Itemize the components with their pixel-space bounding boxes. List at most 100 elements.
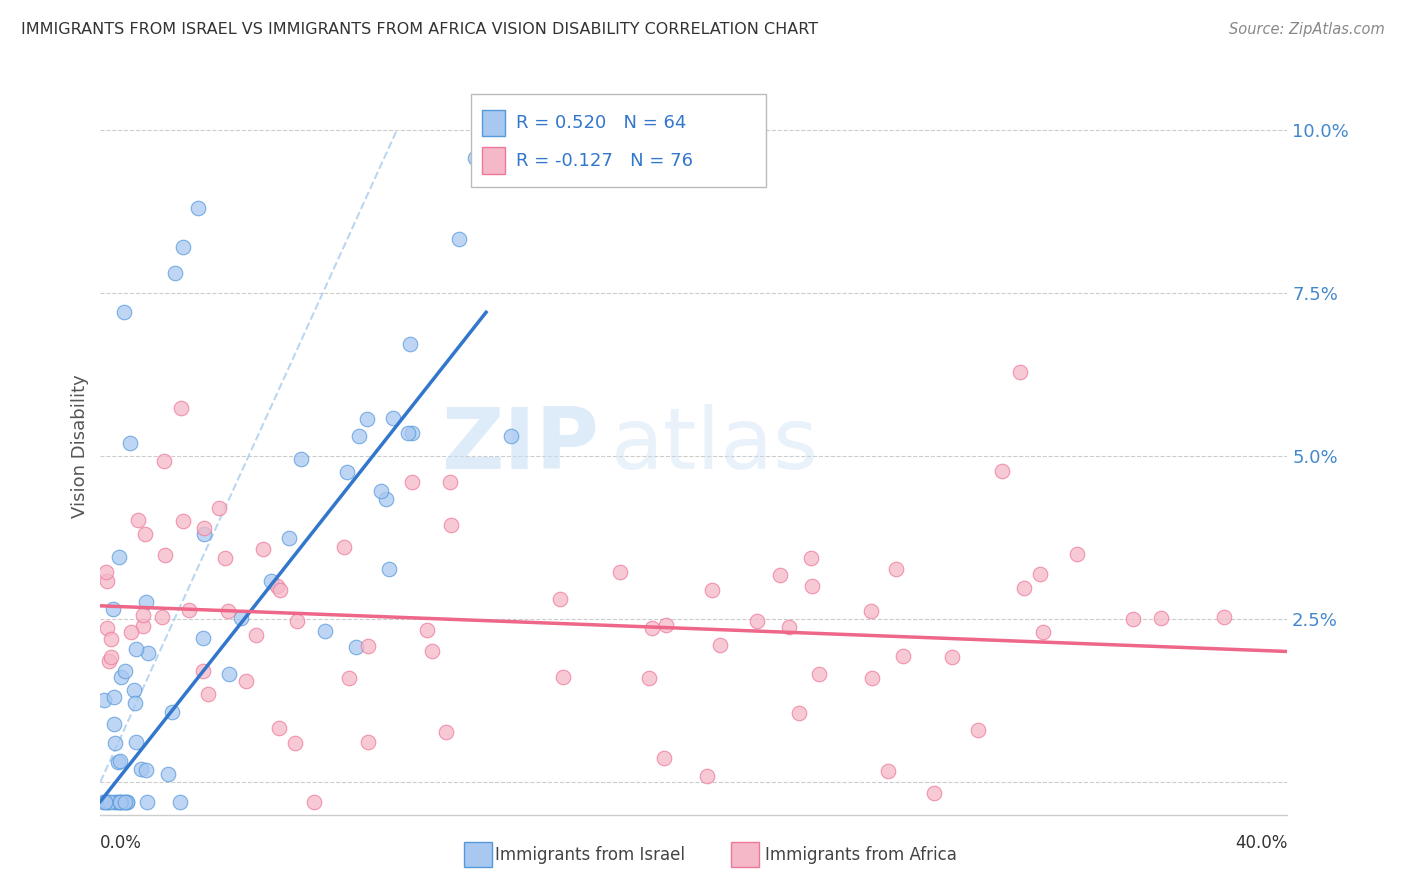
Point <box>100 649 122 664</box>
Point <box>110 795 132 809</box>
Point <box>108 549 131 564</box>
Point <box>235 674 257 689</box>
Point <box>787 706 810 720</box>
Point <box>191 632 214 646</box>
Point <box>107 755 129 769</box>
Point <box>91 795 114 809</box>
Point <box>357 639 380 653</box>
Point <box>696 769 718 783</box>
Point <box>378 562 401 576</box>
Point <box>375 492 398 507</box>
Text: IMMIGRANTS FROM ISRAEL VS IMMIGRANTS FROM AFRICA VISION DISABILITY CORRELATION C: IMMIGRANTS FROM ISRAEL VS IMMIGRANTS FRO… <box>21 22 818 37</box>
Point <box>401 425 423 440</box>
Text: atlas: atlas <box>610 404 818 488</box>
Point <box>150 610 173 624</box>
Point <box>152 454 174 468</box>
Point <box>370 483 392 498</box>
Point <box>134 527 156 541</box>
Point <box>103 716 125 731</box>
Point <box>197 687 219 701</box>
Point <box>332 540 354 554</box>
Point <box>218 667 240 681</box>
Point <box>114 795 136 809</box>
Point <box>177 603 200 617</box>
Point <box>922 786 945 800</box>
Point <box>769 568 792 582</box>
Point <box>439 475 461 489</box>
Point <box>108 795 131 809</box>
Point <box>269 583 291 598</box>
Point <box>356 411 378 425</box>
Point <box>801 579 824 593</box>
Point <box>96 574 118 588</box>
Point <box>114 664 136 678</box>
Text: Immigrants from Israel: Immigrants from Israel <box>495 846 685 863</box>
Point <box>401 475 423 489</box>
Point <box>1029 567 1052 582</box>
Text: 40.0%: 40.0% <box>1234 834 1288 852</box>
Point <box>439 518 461 533</box>
Point <box>135 595 157 609</box>
Point <box>1014 582 1036 596</box>
Point <box>638 671 661 685</box>
Text: R = -0.127   N = 76: R = -0.127 N = 76 <box>516 152 693 169</box>
Point <box>290 452 312 467</box>
Point <box>464 151 486 165</box>
Point <box>382 410 405 425</box>
Point <box>108 795 131 809</box>
Point <box>156 767 179 781</box>
Point <box>337 671 360 685</box>
Point <box>420 644 443 658</box>
Point <box>136 646 159 660</box>
Point <box>193 521 215 535</box>
Point <box>153 549 176 563</box>
Point <box>132 619 155 633</box>
Point <box>745 614 768 628</box>
Point <box>778 620 800 634</box>
Point <box>347 428 370 442</box>
Point <box>548 592 571 607</box>
Point <box>434 725 457 739</box>
Point <box>285 614 308 628</box>
Point <box>229 611 252 625</box>
Point <box>98 654 121 668</box>
Point <box>891 648 914 663</box>
Point <box>314 624 336 638</box>
Text: Source: ZipAtlas.com: Source: ZipAtlas.com <box>1229 22 1385 37</box>
Point <box>1122 612 1144 626</box>
Point <box>1032 624 1054 639</box>
Point <box>107 795 129 809</box>
Point <box>1010 365 1032 379</box>
Point <box>396 425 419 440</box>
Point <box>122 683 145 698</box>
Point <box>877 764 900 778</box>
Point <box>117 795 139 809</box>
Point <box>208 500 231 515</box>
Point <box>799 550 821 565</box>
Point <box>860 671 883 685</box>
Point <box>398 336 420 351</box>
Point <box>499 428 522 442</box>
Point <box>344 640 367 655</box>
Point <box>449 232 471 246</box>
Text: ZIP: ZIP <box>441 404 599 488</box>
Text: Immigrants from Africa: Immigrants from Africa <box>765 846 956 863</box>
Point <box>284 736 307 750</box>
Point <box>266 579 288 593</box>
Point <box>172 240 194 254</box>
Point <box>860 604 883 618</box>
Point <box>217 603 239 617</box>
Point <box>709 638 731 652</box>
Point <box>104 736 127 750</box>
Point <box>1213 610 1236 624</box>
Point <box>163 266 186 280</box>
Point <box>609 565 631 579</box>
Point <box>135 763 157 777</box>
Point <box>415 623 437 637</box>
Point <box>96 622 118 636</box>
Point <box>120 625 142 640</box>
Text: R = 0.520   N = 64: R = 0.520 N = 64 <box>516 114 686 132</box>
Point <box>112 795 135 809</box>
Point <box>336 465 359 479</box>
Point <box>117 795 139 809</box>
